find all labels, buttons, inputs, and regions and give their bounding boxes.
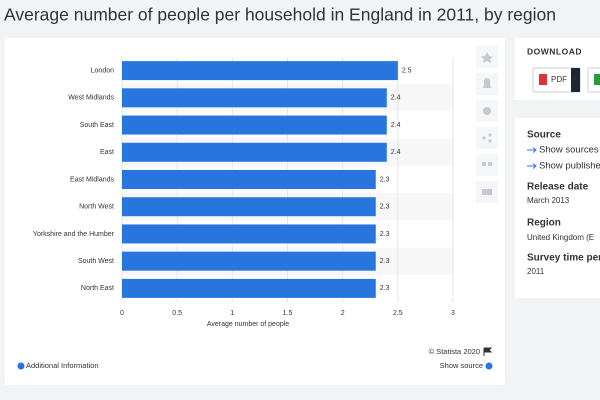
cite-button[interactable] bbox=[476, 154, 498, 176]
toolbar bbox=[476, 46, 498, 203]
bar bbox=[122, 88, 387, 108]
plot: 0 0.5 1 1.5 2 2.5 3 London 2.5 West Midlands 2.4 So… bbox=[33, 57, 455, 317]
x-tick-label: 2 bbox=[341, 310, 345, 317]
share-button[interactable] bbox=[476, 127, 498, 149]
gear-icon bbox=[483, 107, 491, 115]
value-label: 2.3 bbox=[380, 176, 390, 183]
y-tick-label: East Midlands bbox=[70, 176, 114, 183]
share-icon bbox=[488, 139, 492, 143]
pdf-plus[interactable] bbox=[571, 68, 580, 92]
xls-icon bbox=[594, 74, 600, 85]
flag-icon bbox=[483, 347, 493, 356]
info-icon bbox=[485, 362, 493, 370]
y-tick-label: East bbox=[100, 149, 114, 156]
y-tick-label: North East bbox=[81, 285, 114, 292]
bar bbox=[122, 278, 376, 298]
pdf-icon bbox=[539, 74, 547, 85]
y-tick-label: London bbox=[91, 67, 114, 74]
source-heading: Source bbox=[527, 130, 561, 141]
value-label: 2.3 bbox=[380, 204, 390, 211]
y-tick-label: South East bbox=[80, 122, 114, 129]
region-heading: Region bbox=[527, 218, 561, 229]
y-tick-label: West Midlands bbox=[68, 95, 114, 102]
info-icon bbox=[17, 362, 25, 370]
x-tick-label: 1.5 bbox=[283, 310, 293, 317]
bar bbox=[122, 251, 376, 271]
y-tick-label: North West bbox=[79, 204, 114, 211]
bar bbox=[122, 170, 376, 189]
x-tick-label: 2.5 bbox=[393, 310, 403, 317]
print-icon bbox=[482, 189, 492, 195]
x-tick-label: 1 bbox=[230, 310, 234, 317]
y-tick-label: Yorkshire and the Humber bbox=[33, 231, 115, 238]
quote-icon bbox=[482, 162, 486, 166]
show-sources[interactable]: Show sources bbox=[539, 145, 599, 156]
info-panel bbox=[515, 118, 600, 298]
value-label: 2.4 bbox=[391, 95, 401, 102]
value-label: 2.3 bbox=[380, 285, 390, 292]
share-icon bbox=[482, 136, 486, 140]
bar bbox=[122, 115, 387, 135]
survey-period: 2011 bbox=[527, 267, 545, 276]
x-axis-label: Average number of people bbox=[207, 321, 289, 328]
link-arrows bbox=[527, 147, 537, 169]
quote-icon bbox=[488, 162, 492, 166]
value-label: 2.4 bbox=[391, 149, 401, 156]
x-tick-label: 3 bbox=[451, 310, 455, 317]
bar bbox=[122, 224, 376, 244]
plus-label: + bbox=[573, 76, 577, 83]
show-publisher[interactable]: Show publishe bbox=[539, 161, 600, 172]
info-texts: Source Show sources Show publishe Releas… bbox=[527, 130, 600, 276]
additional-information[interactable]: Additional Information bbox=[26, 361, 99, 370]
y-tick-label: South West bbox=[78, 258, 114, 265]
release-date: March 2013 bbox=[527, 196, 570, 205]
star-icon bbox=[481, 52, 493, 63]
share-icon bbox=[488, 133, 492, 137]
bar bbox=[122, 197, 376, 217]
survey-heading: Survey time per bbox=[527, 253, 600, 264]
show-source[interactable]: Show source bbox=[440, 361, 483, 370]
value-label: 2.3 bbox=[380, 258, 390, 265]
x-tick-label: 0 bbox=[120, 310, 124, 317]
bar bbox=[122, 61, 398, 81]
x-tick-label: 0.5 bbox=[172, 310, 182, 317]
release-heading: Release date bbox=[527, 182, 589, 193]
value-label: 2.3 bbox=[380, 231, 390, 238]
page-title: Average number of people per household i… bbox=[4, 5, 556, 25]
bell-icon bbox=[483, 78, 491, 88]
value-label: 2.4 bbox=[391, 122, 401, 129]
bar bbox=[122, 142, 387, 162]
download-heading: DOWNLOAD bbox=[527, 46, 582, 56]
pdf-label: PDF bbox=[551, 75, 567, 84]
copyright: © Statista 2020 bbox=[429, 347, 480, 356]
value-label: 2.5 bbox=[402, 67, 412, 74]
region: United Kingdom (E bbox=[527, 233, 594, 242]
